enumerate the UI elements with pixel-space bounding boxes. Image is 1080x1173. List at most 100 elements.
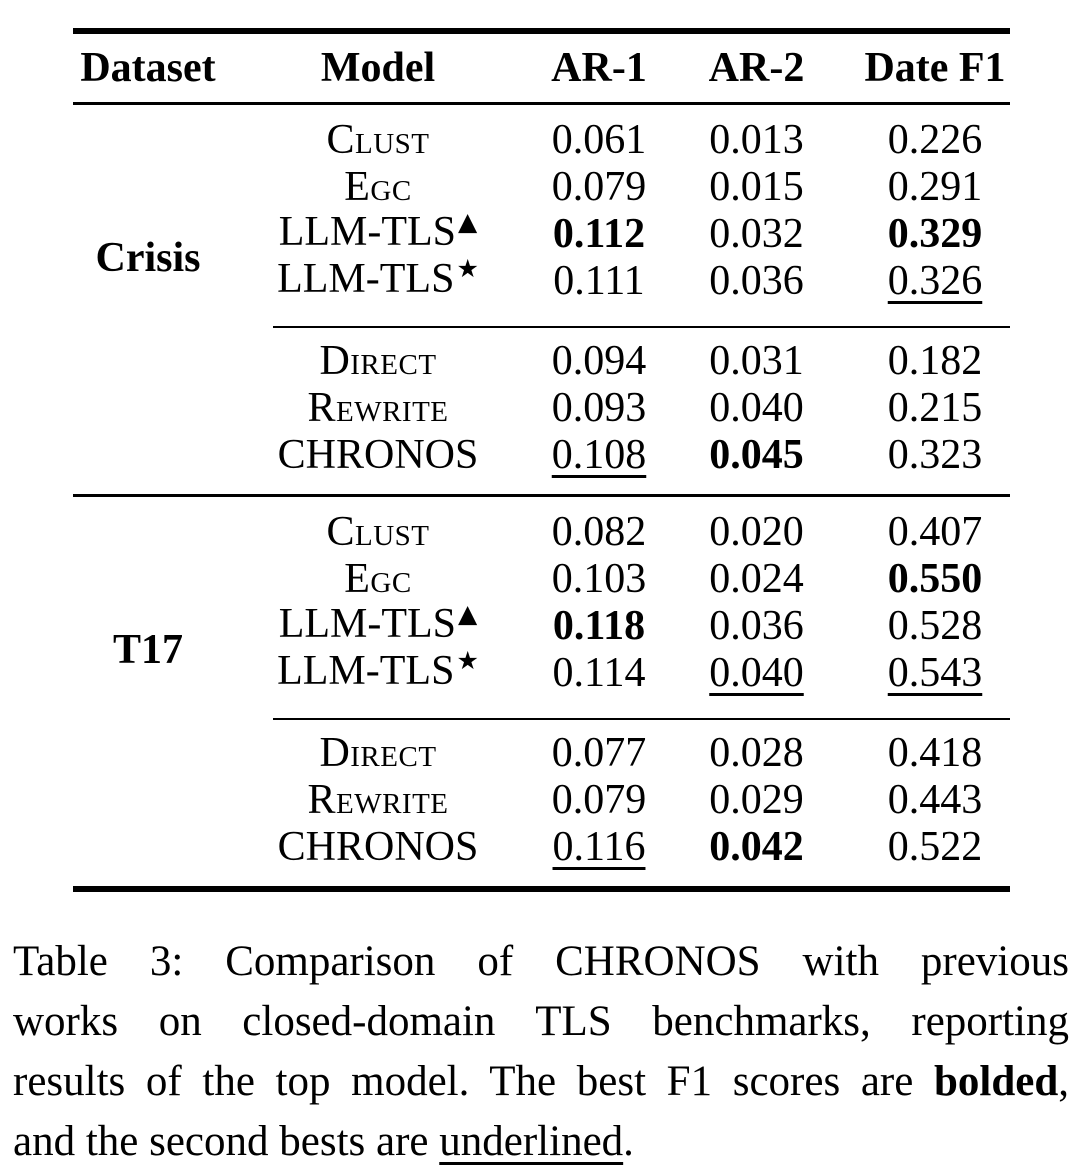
model-name: Clust (326, 509, 430, 555)
caption-text: . (623, 1118, 634, 1165)
model-cell: Rewrite (223, 385, 519, 432)
caption-text: works on closed-domain TLS benchmarks, r… (13, 998, 1069, 1045)
caption-text: results of the top model. The best F1 sc… (13, 1058, 934, 1105)
model-name: LLM-TLS (277, 256, 455, 302)
table-rule-top (73, 28, 1010, 34)
value-cell: 0.103 (551, 556, 647, 602)
model-name: Direct (319, 338, 437, 384)
table-cmidrule (273, 718, 1010, 720)
value-cell: 0.522 (887, 824, 983, 870)
dataset-group-t17: T17 Clust 0.082 0.020 0.407 Egc 0.103 0.024 0.55… (73, 497, 1010, 886)
value-cell: 0.013 (709, 117, 804, 163)
value-cell: 0.079 (551, 777, 647, 823)
table-caption: Table 3: Comparison of CHRONOS with prev… (13, 932, 1069, 1172)
value-cell: 0.040 (709, 650, 804, 696)
table-row: Clust 0.082 0.020 0.407 (73, 509, 1010, 556)
model-name: Direct (319, 730, 437, 776)
model-name: Rewrite (307, 385, 449, 431)
table-row: Clust 0.061 0.013 0.226 (73, 117, 1010, 164)
model-cell: Direct (223, 730, 519, 777)
caption-line-3: results of the top model. The best F1 sc… (13, 1052, 1069, 1112)
model-name: LLM-TLS (278, 601, 457, 647)
caption-line-4: and the second bests are underlined. (13, 1112, 1069, 1172)
column-header-ar1: AR-1 (551, 44, 647, 91)
caption-underlined-word: underlined (439, 1118, 624, 1165)
model-cell: LLM-TLS▲ (223, 599, 519, 652)
value-cell: 0.032 (709, 211, 804, 257)
dataset-label: T17 (112, 626, 183, 673)
table-rule-bottom (73, 886, 1010, 892)
model-name: LLM-TLS (277, 648, 455, 694)
table-row: CHRONOS 0.108 0.045 0.323 (73, 432, 1010, 479)
model-cell: LLM-TLS▲ (223, 207, 519, 260)
value-cell: 0.550 (887, 556, 983, 602)
value-cell: 0.042 (709, 824, 804, 870)
table-row: LLM-TLS★ 0.111 0.036 0.326 (73, 254, 1010, 307)
model-cell: LLM-TLS★ (223, 254, 519, 307)
value-cell: 0.031 (709, 338, 804, 384)
value-cell: 0.024 (709, 556, 804, 602)
dataset-label: Crisis (95, 234, 201, 281)
model-cell: Egc (223, 556, 519, 603)
value-cell: 0.111 (553, 258, 645, 304)
value-cell: 0.036 (709, 258, 804, 304)
table-row: Direct 0.077 0.028 0.418 (73, 730, 1010, 777)
value-cell: 0.114 (552, 650, 646, 696)
model-name: Rewrite (307, 777, 449, 823)
model-cell: Direct (223, 338, 519, 385)
value-cell: 0.020 (709, 509, 804, 555)
table-rule-group-divider (73, 494, 1010, 497)
triangle-icon: ▲ (458, 207, 478, 236)
value-cell: 0.029 (709, 777, 804, 823)
value-cell: 0.528 (887, 603, 983, 649)
table-row: CHRONOS 0.116 0.042 0.522 (73, 824, 1010, 871)
column-header-model: Model (320, 44, 436, 91)
model-name: Clust (326, 117, 430, 163)
value-cell: 0.329 (887, 211, 983, 257)
value-cell: 0.215 (887, 385, 983, 431)
value-cell: 0.040 (709, 385, 804, 431)
value-cell: 0.093 (551, 385, 647, 431)
model-cell: CHRONOS (223, 824, 519, 871)
value-cell: 0.045 (709, 432, 804, 478)
star-icon: ★ (456, 254, 479, 283)
value-cell: 0.028 (709, 730, 804, 776)
value-cell: 0.418 (887, 730, 983, 776)
value-cell: 0.077 (551, 730, 647, 776)
table-row: LLM-TLS▲ 0.112 0.032 0.329 (73, 207, 1010, 260)
value-cell: 0.326 (887, 258, 983, 304)
model-name: CHRONOS (277, 432, 479, 478)
caption-text: and the second bests are (13, 1118, 440, 1165)
caption-line-2: works on closed-domain TLS benchmarks, r… (13, 992, 1069, 1052)
table-rule-header (73, 102, 1010, 105)
row-block: Direct 0.094 0.031 0.182 Rewrite 0.093 0.040 0.… (73, 338, 1010, 479)
caption-line-1: Table 3: Comparison of CHRONOS with prev… (13, 932, 1069, 992)
model-cell: Clust (223, 117, 519, 164)
results-table: Dataset Model AR-1 AR-2 Date F1 Crisis Cl… (73, 28, 1010, 892)
value-cell: 0.015 (709, 164, 804, 210)
value-cell: 0.291 (887, 164, 983, 210)
value-cell: 0.079 (551, 164, 647, 210)
table-row: Rewrite 0.079 0.029 0.443 (73, 777, 1010, 824)
model-cell: Rewrite (223, 777, 519, 824)
value-cell: 0.094 (551, 338, 647, 384)
model-name: Egc (344, 164, 412, 210)
table-row: LLM-TLS★ 0.114 0.040 0.543 (73, 646, 1010, 699)
model-cell: Clust (223, 509, 519, 556)
value-cell: 0.118 (552, 603, 646, 649)
row-block: Clust 0.061 0.013 0.226 Egc 0.079 0.015 0.291 LL… (73, 105, 1010, 305)
value-cell: 0.061 (551, 117, 647, 163)
value-cell: 0.112 (552, 211, 646, 257)
column-header-ar2: AR-2 (708, 44, 805, 91)
value-cell: 0.407 (887, 509, 983, 555)
star-icon: ★ (456, 646, 479, 675)
table-cmidrule (273, 326, 1010, 328)
value-cell: 0.036 (709, 603, 804, 649)
model-cell: CHRONOS (223, 432, 519, 479)
column-header-dataset: Dataset (80, 44, 216, 91)
row-block: Clust 0.082 0.020 0.407 Egc 0.103 0.024 0.550 LL… (73, 497, 1010, 697)
model-cell: LLM-TLS★ (223, 646, 519, 699)
caption-text: Table 3: Comparison of CHRONOS with prev… (13, 938, 1069, 985)
table-body: Crisis Clust 0.061 0.013 0.226 Egc 0.079 0.015 0… (73, 105, 1010, 886)
row-block: Direct 0.077 0.028 0.418 Rewrite 0.079 0.029 0.… (73, 730, 1010, 871)
